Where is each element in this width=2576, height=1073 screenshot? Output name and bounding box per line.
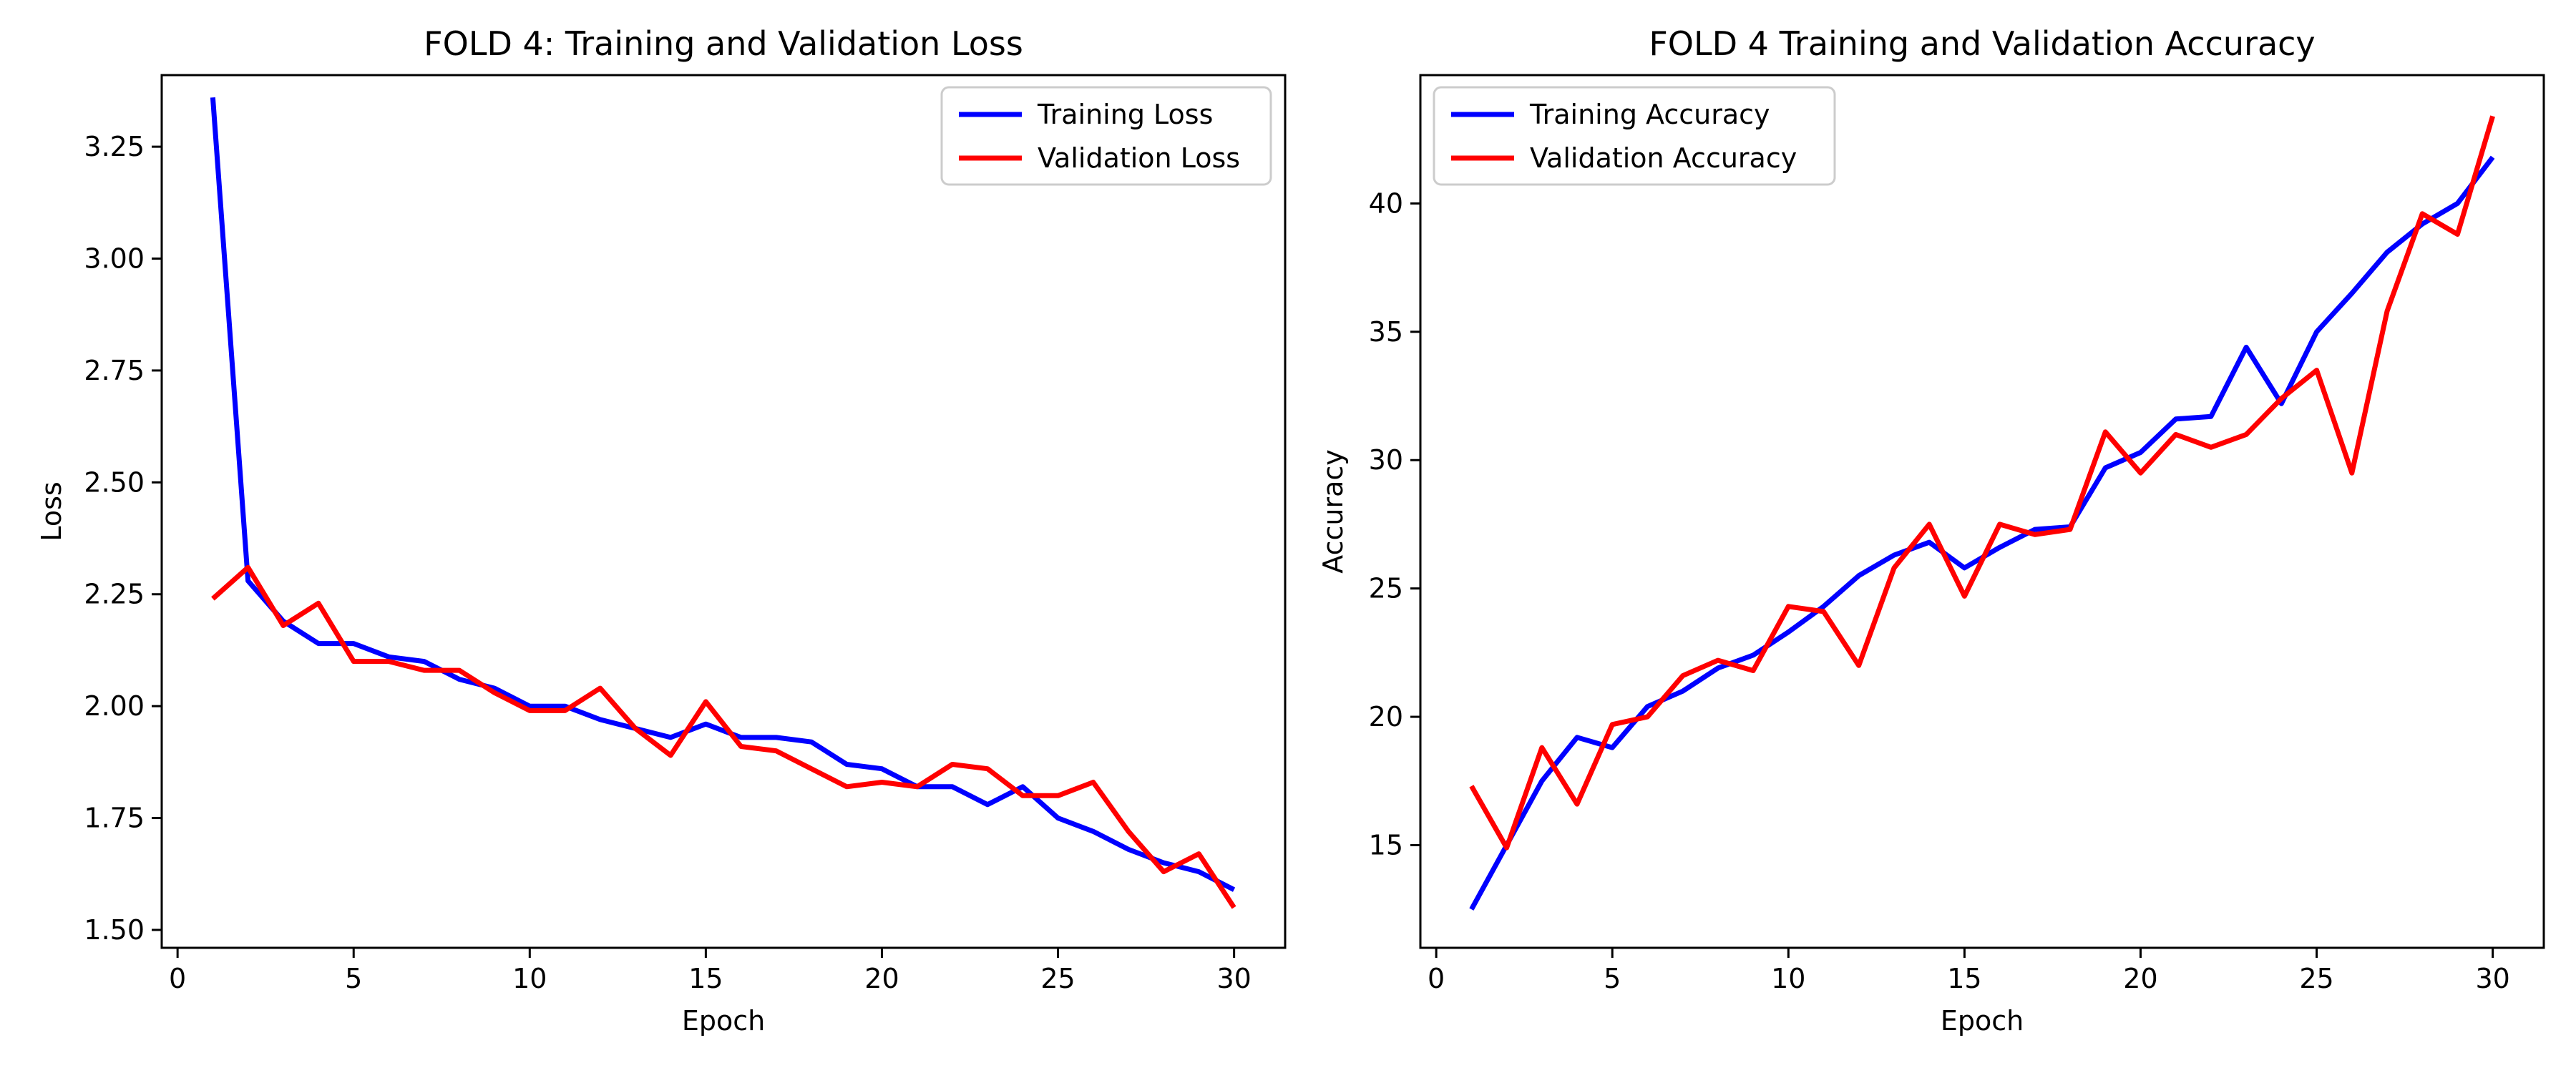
- legend-label-validation-accuracy: Validation Accuracy: [1530, 142, 1797, 174]
- loss-legend: Training Loss Validation Loss: [940, 86, 1272, 186]
- x-axis-label: Epoch: [1941, 1005, 2024, 1037]
- loss-ticks: 0 5 10 15 20 25 30 1.50 1.75 2.00 2.25 2.50 2.75 3.00…: [84, 131, 1251, 994]
- x-tick-label: 20: [2123, 963, 2157, 994]
- y-tick-label: 15: [1369, 829, 1403, 861]
- y-tick-label: 35: [1369, 316, 1403, 348]
- legend-label-training-accuracy: Training Accuracy: [1529, 99, 1770, 130]
- y-tick-label: 20: [1369, 701, 1403, 733]
- loss-chart: FOLD 4: Training and Validation Loss Epo…: [36, 24, 1287, 1037]
- x-tick-label: 30: [1216, 963, 1251, 994]
- y-tick-label: 1.75: [84, 803, 145, 834]
- x-tick-label: 0: [169, 963, 186, 994]
- accuracy-chart: FOLD 4 Training and Validation Accuracy …: [1317, 24, 2545, 1037]
- loss-axes-frame: [160, 74, 1287, 949]
- y-tick-label: 40: [1369, 187, 1403, 219]
- legend-label-training-loss: Training Loss: [1037, 99, 1213, 130]
- x-tick-label: 15: [688, 963, 723, 994]
- x-tick-label: 5: [1604, 963, 1621, 994]
- y-tick-label: 2.75: [84, 355, 145, 386]
- y-axis-label: Loss: [36, 481, 67, 541]
- y-tick-label: 25: [1369, 573, 1403, 604]
- x-tick-label: 25: [1040, 963, 1075, 994]
- y-tick-label: 3.25: [84, 131, 145, 162]
- y-tick-label: 2.25: [84, 579, 145, 610]
- y-tick-label: 2.00: [84, 690, 145, 722]
- y-tick-label: 2.50: [84, 466, 145, 498]
- accuracy-ticks: 0 5 10 15 20 25 30 15 20 25 30 35 40: [1369, 187, 2510, 994]
- x-tick-label: 15: [1947, 963, 1981, 994]
- chart-title: FOLD 4 Training and Validation Accuracy: [1649, 24, 2315, 63]
- chart-title: FOLD 4: Training and Validation Loss: [424, 24, 1023, 63]
- x-tick-label: 30: [2475, 963, 2509, 994]
- accuracy-axes-frame: [1419, 74, 2545, 949]
- series-line-validation-loss: [211, 564, 1236, 909]
- accuracy-legend: Training Accuracy Validation Accuracy: [1433, 86, 1836, 186]
- accuracy-plot-area: [1469, 115, 2495, 911]
- x-tick-label: 10: [512, 963, 547, 994]
- x-tick-label: 10: [1771, 963, 1805, 994]
- legend-label-validation-loss: Validation Loss: [1038, 142, 1240, 174]
- x-tick-label: 0: [1428, 963, 1445, 994]
- y-tick-label: 1.50: [84, 914, 145, 946]
- x-tick-label: 25: [2299, 963, 2333, 994]
- y-axis-label: Accuracy: [1317, 449, 1349, 574]
- x-tick-label: 5: [345, 963, 362, 994]
- y-tick-label: 3.00: [84, 243, 145, 275]
- x-tick-label: 20: [864, 963, 899, 994]
- series-line-training-loss: [210, 97, 1236, 892]
- loss-plot-area: [210, 97, 1236, 909]
- legend-frame: [1433, 86, 1836, 186]
- y-tick-label: 30: [1369, 444, 1403, 476]
- series-line-validation-accuracy: [1469, 115, 2495, 851]
- legend-frame: [940, 86, 1272, 186]
- x-axis-label: Epoch: [682, 1005, 765, 1037]
